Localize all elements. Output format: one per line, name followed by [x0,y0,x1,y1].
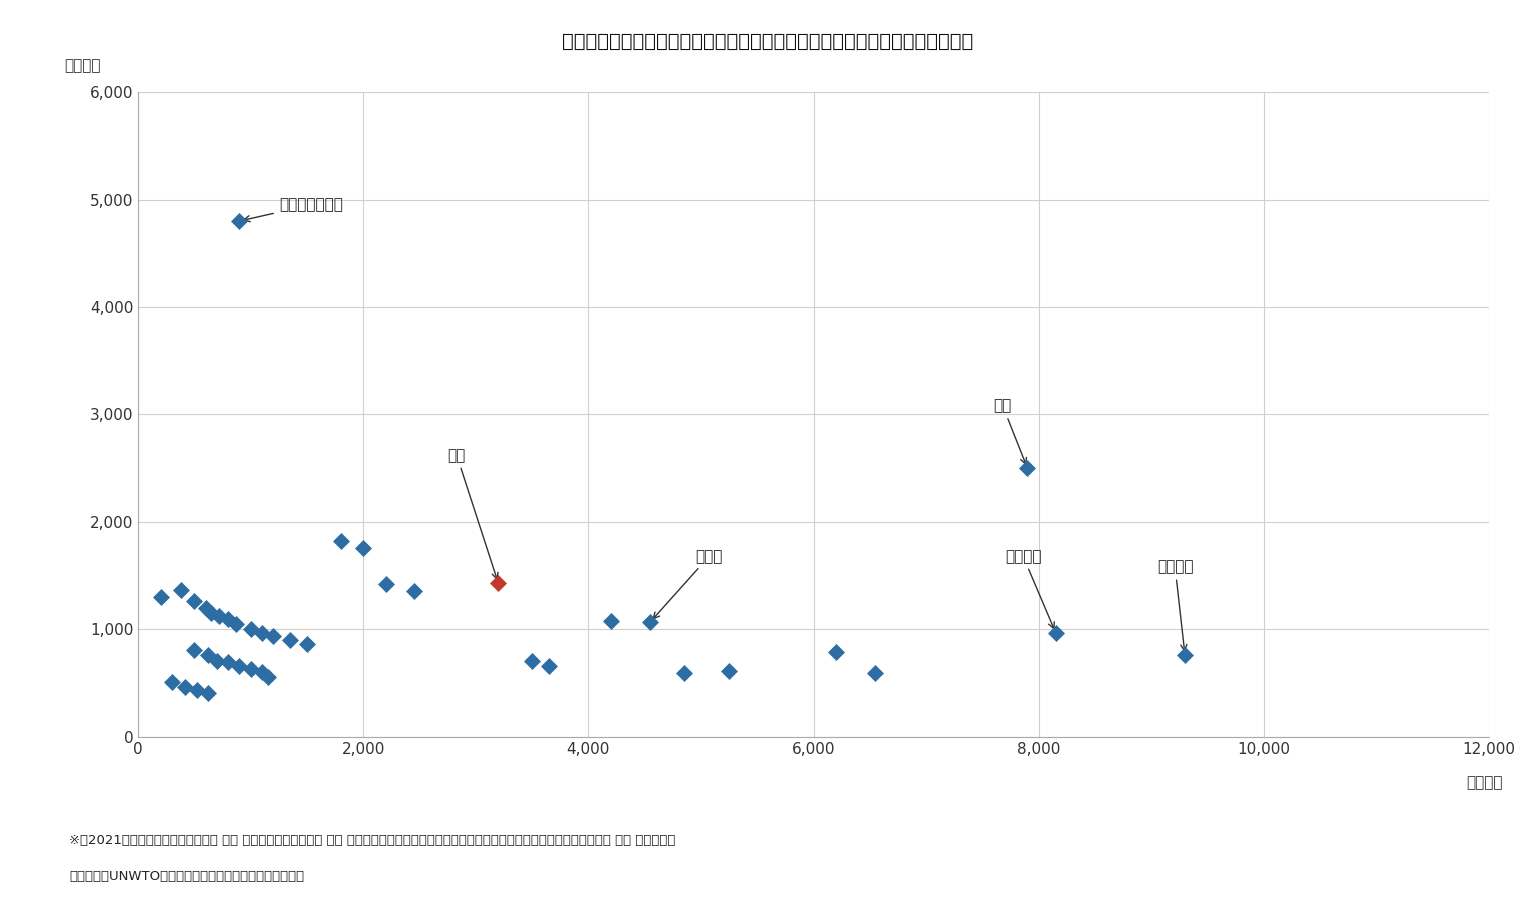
Point [863,666,887,681]
Point [672,666,697,681]
Point [1015,460,1039,475]
Point [200,606,224,621]
Point [238,622,262,636]
Point [250,665,275,680]
Point [1173,647,1197,662]
Point [204,653,229,668]
Point [373,577,398,591]
Point [183,594,207,609]
Text: （資料）　UNWTOの公表を基にニッセイ基礎研究所が作成: （資料） UNWTOの公表を基にニッセイ基礎研究所が作成 [69,870,304,883]
Point [173,680,198,694]
Point [238,661,262,676]
Point [149,589,173,604]
Point [183,643,207,658]
Point [520,653,545,668]
Point [717,664,741,679]
Point [250,625,275,640]
Point [352,541,376,555]
Text: オーストラリア: オーストラリア [244,197,342,222]
Point [207,609,232,624]
Point [487,576,511,590]
Text: （万人）: （万人） [1466,775,1503,790]
Text: ドイツ: ドイツ [654,549,723,619]
Point [639,614,663,629]
Point [169,582,193,597]
Point [1044,625,1068,640]
Point [402,583,427,598]
Point [227,214,252,228]
Point [278,633,302,647]
Point [255,670,279,684]
Point [193,600,218,615]
Text: ※「2021年のインバウンド客数上位 ５０ 位内、旅行消費額上位 ５０ 位内の両方に入った国・地域」に「日本」と「オーストラリア」を加えた ３０ カ国・地域: ※「2021年のインバウンド客数上位 ５０ 位内、旅行消費額上位 ５０ 位内の両… [69,834,675,846]
Point [261,628,286,643]
Point [160,674,184,689]
Point [227,659,252,673]
Text: 米国: 米国 [993,399,1027,464]
Point [195,647,220,662]
Text: スペイン: スペイン [1005,549,1055,629]
Text: 図表２　　２０１９年のインバウンド客数と旅行消費額単価　（国・地域別）: 図表２ ２０１９年のインバウンド客数と旅行消費額単価 （国・地域別） [562,32,973,52]
Point [599,613,623,628]
Point [328,534,353,549]
Point [537,659,562,673]
Point [824,645,849,659]
Point [195,685,220,700]
Text: （ドル）: （ドル） [64,58,100,73]
Point [216,612,241,626]
Point [184,682,209,697]
Text: 日本: 日本 [448,448,497,579]
Point [295,637,319,652]
Text: フランス: フランス [1157,560,1193,651]
Point [224,617,249,632]
Point [216,654,241,669]
